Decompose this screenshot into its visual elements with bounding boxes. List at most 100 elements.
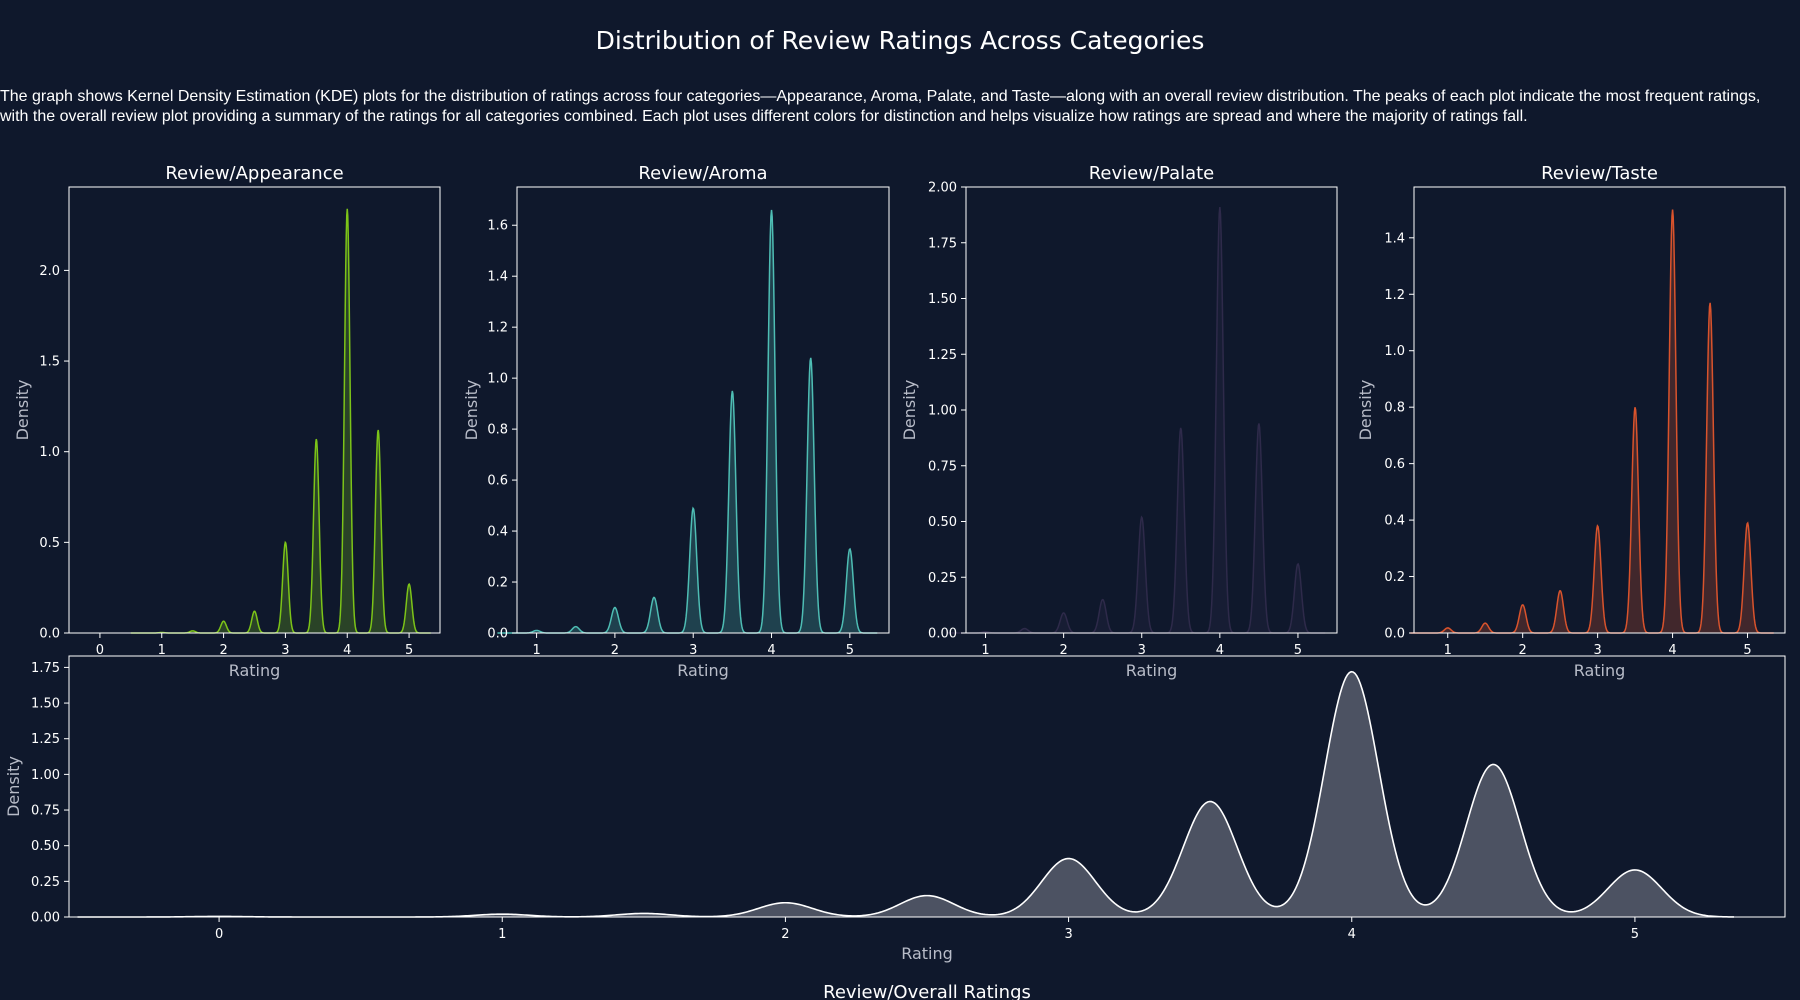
y-tick-label: 0.8 — [1384, 401, 1405, 416]
x-axis-label: Rating — [1126, 661, 1178, 680]
y-tick-label: 1.5 — [39, 355, 60, 370]
density-area — [130, 208, 431, 633]
y-tick-label: 1.75 — [928, 236, 957, 251]
x-tick-label: 3 — [689, 643, 697, 658]
axes-frame — [68, 655, 1786, 918]
x-tick-label: 5 — [405, 643, 413, 658]
y-tick-label: 1.0 — [487, 372, 508, 387]
x-tick-label: 5 — [1294, 643, 1302, 658]
y-tick-label: 2.00 — [928, 181, 957, 196]
y-tick-label: 0.5 — [39, 536, 60, 551]
x-tick-label: 1 — [981, 643, 989, 658]
y-tick-label: 1.00 — [31, 768, 60, 783]
y-tick-label: 0.0 — [1384, 627, 1405, 642]
y-tick-label: 1.4 — [1384, 231, 1405, 246]
x-tick-label: 4 — [1668, 643, 1676, 658]
kde-panel-4: 1 2 3 4 5 0.0 0.2 0.4 0.6 0.8 1.0 1.2 1.4 Review/Tast… — [1356, 163, 1786, 680]
x-tick-label: 4 — [1216, 643, 1224, 658]
y-tick-label: 0.75 — [928, 459, 957, 474]
x-tick-label: 5 — [1743, 643, 1751, 658]
x-tick-label: 2 — [1519, 643, 1527, 658]
y-tick-label: 2.0 — [39, 264, 60, 279]
overlap-frame — [1413, 186, 1786, 634]
density-area — [77, 671, 1735, 917]
y-tick-label: 0.25 — [928, 571, 957, 586]
y-tick-label: 1.2 — [1384, 288, 1405, 303]
x-tick-label: 2 — [781, 927, 789, 942]
y-tick-label: 1.6 — [487, 219, 508, 234]
x-tick-label: 5 — [846, 643, 854, 658]
y-tick-label: 0.75 — [31, 804, 60, 819]
density-curve — [130, 208, 431, 634]
y-tick-label: 1.4 — [487, 270, 508, 285]
panel-title: Review/Palate — [1089, 163, 1215, 184]
y-axis-label: Density — [462, 380, 481, 441]
density-area — [1410, 209, 1774, 633]
x-tick-label: 0 — [215, 927, 223, 942]
y-tick-label: 0.6 — [487, 474, 508, 489]
x-tick-label: 0 — [96, 643, 104, 658]
y-tick-label: 1.75 — [31, 661, 60, 676]
x-axis-label: Rating — [901, 944, 953, 963]
x-tick-label: 1 — [532, 643, 540, 658]
y-tick-label: 1.25 — [928, 348, 957, 363]
y-tick-label: 1.25 — [31, 732, 60, 747]
y-tick-label: 0.0 — [39, 627, 60, 642]
y-axis-label: Density — [900, 380, 919, 441]
y-axis-label: Density — [1356, 380, 1375, 441]
y-tick-label: 0.50 — [928, 515, 957, 530]
y-tick-label: 0.4 — [487, 525, 508, 540]
overlap-frame — [516, 186, 890, 634]
density-curve — [497, 209, 878, 634]
x-tick-label: 5 — [1631, 927, 1639, 942]
y-tick-label: 0.4 — [1384, 514, 1405, 529]
y-tick-label: 1.0 — [39, 445, 60, 460]
x-tick-label: 3 — [1593, 643, 1601, 658]
panel-title: Review/Taste — [1541, 163, 1658, 184]
y-tick-label: 1.00 — [928, 404, 957, 419]
y-axis-label: Density — [13, 380, 32, 441]
x-axis-label: Rating — [1574, 661, 1626, 680]
y-tick-label: 0.8 — [487, 423, 508, 438]
axes-frame — [965, 186, 1338, 634]
overlap-frame — [965, 186, 1338, 634]
x-tick-label: 1 — [158, 643, 166, 658]
x-tick-label: 2 — [219, 643, 227, 658]
x-axis-label: Rating — [229, 661, 281, 680]
y-tick-label: 0.50 — [31, 839, 60, 854]
overlap-frame — [68, 186, 441, 634]
x-tick-label: 1 — [1444, 643, 1452, 658]
y-tick-label: 0.00 — [31, 911, 60, 926]
x-tick-label: 3 — [1064, 927, 1072, 942]
y-tick-label: 1.0 — [1384, 344, 1405, 359]
y-axis-label: Density — [4, 756, 23, 817]
axes-frame — [68, 186, 441, 634]
y-tick-label: 1.50 — [31, 697, 60, 712]
density-area — [497, 209, 878, 633]
x-tick-label: 4 — [767, 643, 775, 658]
density-curve — [946, 206, 1326, 634]
y-tick-label: 0.2 — [487, 576, 508, 591]
x-tick-label: 3 — [1138, 643, 1146, 658]
panel-title: Review/Overall Ratings — [823, 982, 1031, 1000]
axes-frame — [516, 186, 890, 634]
x-axis-label: Rating — [677, 661, 729, 680]
x-tick-label: 1 — [498, 927, 506, 942]
panel-title: Review/Appearance — [165, 163, 343, 184]
x-tick-label: 2 — [611, 643, 619, 658]
chart-description: The graph shows Kernel Density Estimatio… — [0, 88, 1761, 125]
y-tick-label: 0.6 — [1384, 457, 1405, 472]
density-curve — [1410, 209, 1774, 634]
x-tick-label: 3 — [281, 643, 289, 658]
y-tick-label: 1.50 — [928, 292, 957, 307]
kde-panel-5: 0 1 2 3 4 5 0.00 0.25 0.50 0.75 1.00 1.25 1.50 1.75 Re… — [4, 655, 1786, 1000]
kde-panel-2: 1 2 3 4 5 0.0 0.2 0.4 0.6 0.8 1.0 1.2 1.4 1.6 Review/A… — [462, 163, 890, 680]
y-tick-label: 0.0 — [487, 627, 508, 642]
chart-title: Distribution of Review Ratings Across Ca… — [595, 26, 1205, 55]
kde-panel-1: 0 1 2 3 4 5 0.0 0.5 1.0 1.5 2.0 Review/Appearance Ra… — [13, 163, 441, 680]
panel-title: Review/Aroma — [638, 163, 767, 184]
y-tick-label: 0.2 — [1384, 570, 1405, 585]
y-tick-label: 0.25 — [31, 875, 60, 890]
y-tick-label: 1.2 — [487, 321, 508, 336]
